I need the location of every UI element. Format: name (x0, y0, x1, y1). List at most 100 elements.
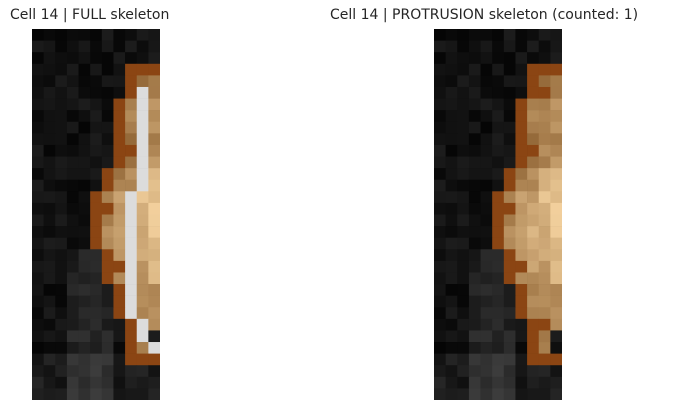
pixel-cell (113, 29, 126, 41)
pixel-cell (515, 214, 528, 227)
pixel-cell (503, 295, 516, 308)
pixel-cell (515, 226, 528, 238)
pixel-cell (445, 75, 458, 88)
pixel-cell (55, 226, 68, 238)
pixel-cell (113, 318, 126, 331)
pixel-cell (136, 353, 149, 366)
pixel-cell (148, 52, 160, 65)
pixel-cell (78, 307, 91, 320)
pixel-cell (445, 272, 458, 285)
pixel-cell (468, 376, 481, 389)
pixel-cell (78, 63, 91, 76)
pixel-cell (125, 237, 138, 250)
pixel-cell (538, 342, 551, 354)
pixel-cell (445, 330, 458, 343)
pixel-cell (480, 226, 493, 238)
pixel-cell (148, 330, 160, 343)
pixel-cell (43, 260, 56, 273)
pixel-cell (492, 295, 505, 308)
pixel-cell (101, 168, 114, 181)
pixel-cell (457, 75, 470, 88)
pixel-cell (90, 29, 103, 41)
pixel-cell (148, 191, 160, 204)
pixel-cell (125, 260, 138, 273)
pixel-cell (43, 284, 56, 296)
pixel-cell (492, 191, 505, 204)
pixel-cell (445, 110, 458, 123)
pixel-cell (492, 376, 505, 389)
pixel-cell (148, 226, 160, 238)
pixel-cell (550, 237, 562, 250)
pixel-cell (480, 388, 493, 400)
pixel-cell (43, 29, 56, 41)
pixel-cell (90, 168, 103, 181)
pixel-cell (125, 144, 138, 157)
pixel-cell (492, 249, 505, 262)
pixel-cell (538, 156, 551, 169)
pixel-cell (43, 330, 56, 343)
pixel-cell (113, 330, 126, 343)
pixel-cell (55, 295, 68, 308)
full-skeleton-heatmap (32, 29, 160, 400)
pixel-cell (434, 353, 446, 366)
pixel-cell (101, 214, 114, 227)
pixel-cell (527, 179, 540, 192)
pixel-cell (457, 63, 470, 76)
pixel-cell (503, 365, 516, 378)
pixel-cell (32, 202, 44, 215)
pixel-cell (527, 342, 540, 354)
pixel-cell (468, 110, 481, 123)
pixel-cell (468, 52, 481, 65)
pixel-cell (136, 63, 149, 76)
pixel-cell (32, 260, 44, 273)
pixel-cell (66, 179, 79, 192)
pixel-cell (125, 388, 138, 400)
pixel-cell (468, 330, 481, 343)
pixel-cell (55, 318, 68, 331)
pixel-cell (445, 40, 458, 53)
pixel-cell (457, 272, 470, 285)
pixel-cell (503, 133, 516, 146)
pixel-cell (148, 29, 160, 41)
pixel-cell (538, 179, 551, 192)
pixel-cell (32, 168, 44, 181)
pixel-cell (90, 353, 103, 366)
pixel-cell (550, 144, 562, 157)
pixel-cell (434, 284, 446, 296)
pixel-cell (148, 75, 160, 88)
pixel-cell (78, 318, 91, 331)
pixel-cell (136, 110, 149, 123)
pixel-cell (55, 249, 68, 262)
pixel-cell (480, 29, 493, 41)
pixel-cell (538, 86, 551, 99)
pixel-cell (527, 29, 540, 41)
pixel-cell (125, 272, 138, 285)
pixel-cell (468, 307, 481, 320)
pixel-cell (113, 121, 126, 134)
pixel-cell (125, 249, 138, 262)
pixel-cell (515, 179, 528, 192)
pixel-cell (55, 29, 68, 41)
pixel-cell (550, 353, 562, 366)
pixel-cell (55, 121, 68, 134)
pixel-cell (66, 330, 79, 343)
pixel-cell (90, 307, 103, 320)
pixel-cell (445, 179, 458, 192)
pixel-cell (503, 249, 516, 262)
pixel-cell (43, 156, 56, 169)
pixel-cell (550, 121, 562, 134)
pixel-cell (503, 214, 516, 227)
pixel-cell (515, 168, 528, 181)
pixel-cell (538, 365, 551, 378)
pixel-cell (457, 260, 470, 273)
pixel-cell (136, 342, 149, 354)
pixel-cell (445, 376, 458, 389)
pixel-cell (101, 249, 114, 262)
pixel-cell (468, 121, 481, 134)
pixel-cell (434, 98, 446, 111)
pixel-cell (148, 307, 160, 320)
pixel-cell (113, 342, 126, 354)
pixel-cell (136, 365, 149, 378)
pixel-cell (113, 353, 126, 366)
pixel-cell (66, 144, 79, 157)
